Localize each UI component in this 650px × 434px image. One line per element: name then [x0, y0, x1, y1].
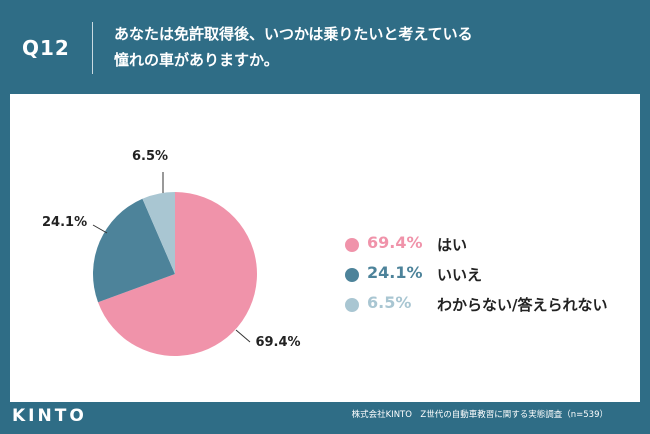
- legend-percent: 24.1%: [367, 263, 423, 282]
- legend-swatch: [345, 298, 359, 312]
- pie-chart: 69.4% 24.1% 6.5%: [42, 149, 301, 356]
- leader-line-yes: [235, 329, 251, 343]
- question-line-2: 憧れの車がありますか。: [114, 51, 279, 69]
- legend-percent: 6.5%: [367, 293, 412, 312]
- question-text: あなたは免許取得後、いつかは乗りたいと考えている 憧れの車がありますか。: [114, 21, 634, 73]
- legend-label: わからない/答えられない: [437, 296, 608, 314]
- legend-label: いいえ: [437, 266, 483, 284]
- header-divider: [92, 22, 93, 74]
- header-bar: Q12 あなたは免許取得後、いつかは乗りたいと考えている 憧れの車がありますか。: [0, 0, 650, 92]
- kinto-logo: KINTO: [12, 406, 87, 426]
- legend-item-unsure: 6.5% わからない/答えられない: [345, 291, 645, 321]
- legend-item-no: 24.1% いいえ: [345, 261, 645, 291]
- pie-slice-no: [93, 198, 175, 303]
- data-label-no: 24.1%: [42, 215, 87, 230]
- question-number: Q12: [22, 36, 70, 60]
- legend-label: はい: [437, 236, 468, 254]
- data-label-yes: 69.4%: [255, 335, 300, 350]
- legend-percent: 69.4%: [367, 233, 423, 252]
- chart-legend: 69.4% はい 24.1% いいえ 6.5% わからない/答えられない: [345, 231, 645, 321]
- question-line-1: あなたは免許取得後、いつかは乗りたいと考えている: [114, 25, 473, 43]
- leader-line-no: [92, 224, 108, 234]
- pie-slice-unsure: [142, 192, 175, 274]
- legend-item-yes: 69.4% はい: [345, 231, 645, 261]
- data-label-unsure: 6.5%: [132, 149, 168, 164]
- legend-swatch: [345, 268, 359, 282]
- chart-panel: 69.4% 24.1% 6.5% 69.4% はい 24.1% いいえ 6.5% わ…: [10, 94, 640, 402]
- legend-swatch: [345, 238, 359, 252]
- pie-slice-yes: [98, 192, 257, 356]
- source-note: 株式会社KINTO Z世代の自動車教習に関する実態調査（n=539）: [351, 410, 608, 420]
